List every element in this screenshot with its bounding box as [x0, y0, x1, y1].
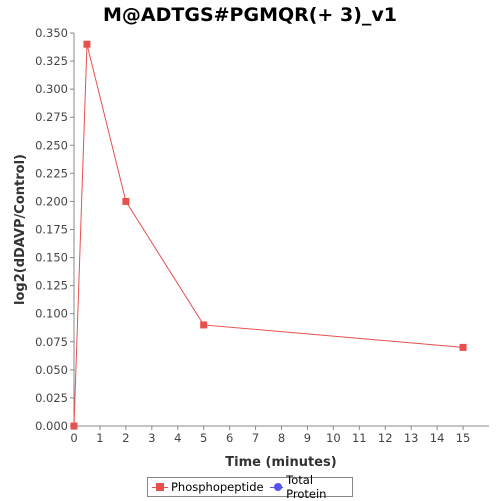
y-tick-label: 0.225 [35, 166, 68, 180]
y-axis: 0.000 0.025 0.050 0.075 0.100 0.125 0.150 0.175… [35, 26, 75, 433]
x-axis: 0 1 2 3 4 5 6 7 8 9 10 11 12 13 14 15 [70, 425, 489, 445]
x-tick-label: 11 [352, 431, 367, 445]
y-axis-title: log2(dDAVP/Control) [13, 154, 28, 305]
y-tick-label: 0.300 [35, 82, 68, 96]
x-tick-label: 12 [378, 431, 393, 445]
x-tick-label: 5 [200, 431, 207, 445]
y-tick-label: 0.100 [35, 307, 68, 321]
data-point [70, 422, 78, 430]
circle-marker-icon [269, 482, 284, 492]
x-tick-label: 15 [456, 431, 471, 445]
y-tick-label: 0.075 [35, 335, 68, 349]
data-point [122, 197, 130, 205]
x-tick-label: 14 [430, 431, 445, 445]
legend-label-total-protein: Total Protein [286, 473, 327, 501]
y-tick-label: 0.125 [35, 279, 68, 293]
y-tick-label: 0.150 [35, 251, 68, 265]
x-tick-label: 9 [304, 431, 311, 445]
y-tick-label: 0.000 [35, 419, 68, 433]
x-tick-label: 7 [252, 431, 259, 445]
legend-label-phosphopeptide: Phosphopeptide [171, 480, 264, 494]
x-tick-label: 4 [174, 431, 181, 445]
y-tick-label: 0.050 [35, 363, 68, 377]
legend-item-phosphopeptide: Phosphopeptide [152, 480, 264, 494]
data-point [200, 321, 208, 329]
x-tick-label: 2 [122, 431, 129, 445]
data-point [459, 343, 467, 351]
legend-item-total-protein: Total Protein [269, 473, 346, 501]
square-marker-icon [152, 482, 168, 492]
x-axis-title: Time (minutes) [225, 455, 336, 470]
y-tick-label: 0.175 [35, 223, 68, 237]
chart-title: M@ADTGS#PGMQR(+ 3)_v1 [103, 4, 397, 26]
series-layer [70, 40, 467, 430]
x-tick-label: 8 [278, 431, 285, 445]
x-tick-label: 3 [148, 431, 155, 445]
legend: Phosphopeptide Total Protein [147, 473, 353, 501]
plot-area [74, 33, 489, 426]
y-tick-label: 0.200 [35, 194, 68, 208]
x-tick-label: 1 [96, 431, 103, 445]
y-tick-label: 0.325 [35, 54, 68, 68]
x-tick-label: 0 [70, 431, 77, 445]
y-tick-label: 0.350 [35, 26, 68, 40]
x-tick-label: 13 [404, 431, 419, 445]
x-tick-label: 10 [326, 431, 341, 445]
data-point [83, 40, 91, 48]
y-tick-label: 0.025 [35, 391, 68, 405]
y-tick-label: 0.250 [35, 138, 68, 152]
x-tick-label: 6 [226, 431, 233, 445]
y-tick-label: 0.275 [35, 110, 68, 124]
